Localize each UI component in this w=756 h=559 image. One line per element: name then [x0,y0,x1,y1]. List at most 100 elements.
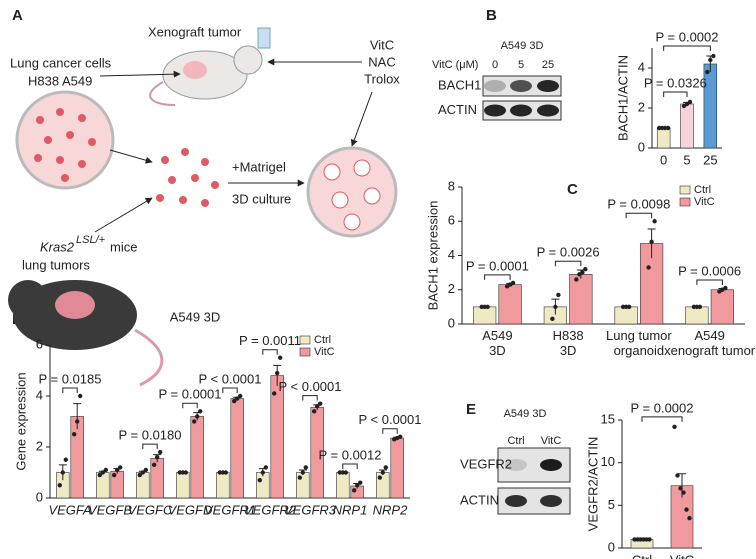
y-tick-label: 0 [36,489,43,504]
tail [149,81,176,106]
x-tick-label: A549 3D [482,328,512,358]
y-tick-label: 5 [608,497,615,512]
band [505,459,527,471]
data-point [300,470,305,475]
lane-label: Ctrl [507,435,524,447]
annotation: P < 0.0001 [198,371,261,386]
y-tick-label: 4 [638,59,645,74]
bar [216,472,230,499]
band-label: BACH1 [438,77,481,92]
arrow [350,91,373,147]
data-point [556,292,561,298]
legend-swatch [679,197,691,207]
data-point [303,465,308,470]
data-point [672,424,677,430]
panel-label: B [486,7,497,24]
x-tick-label: H838 3D [553,328,584,358]
y-axis-label: BACH1 expression [425,201,440,311]
bar [176,472,190,499]
data-point [272,391,277,396]
data-point [137,472,142,478]
data-point [553,304,558,310]
band [484,80,506,92]
annotation: P = 0.0098 [607,197,670,212]
data-point [675,473,680,478]
blot-title: A549 3D [504,408,547,420]
mouse [162,50,248,100]
annotation: P = 0.0326 [644,75,707,90]
data-point [103,467,109,473]
y-tick-label: 6 [448,213,455,228]
dish [15,90,115,190]
y-axis-label: Gene expression [13,372,28,470]
diagram-label: lung tumors [22,257,90,272]
lane-label: 5 [518,59,524,71]
blot-title: A549 3D [501,40,544,52]
data-point [112,472,117,478]
diagram-label: Xenograft tumor [148,24,242,39]
data-point [63,457,68,462]
data-point [580,270,585,275]
significance-bracket [625,212,653,219]
data-point [711,53,716,59]
data-point [278,355,283,360]
tail [134,328,164,387]
x-tick-label: 0 [660,152,667,167]
diagram-label: Kras2 [40,239,75,254]
data-point [60,470,65,475]
data-point [232,398,237,404]
y-tick-label: 0 [608,539,615,554]
significance-bracket [182,402,198,409]
annotation: P = 0.0006 [678,263,741,278]
data-point [192,419,197,424]
data-point [263,465,268,470]
data-point [583,267,588,272]
bar [498,284,522,325]
lane-label: 0 [492,59,498,71]
y-tick-label: 10 [601,454,615,469]
significance-bracket [484,274,511,280]
data-point [143,467,148,473]
annotation: P = 0.0012 [318,447,381,462]
panel-label: C [567,181,578,198]
data-point [574,277,579,282]
annotation: P = 0.0180 [118,428,181,443]
tumor [183,61,207,79]
data-point [550,316,555,322]
data-point [708,57,713,63]
significance-bracket [302,395,318,401]
significance-bracket [342,463,358,469]
data-point [260,470,265,475]
data-point [115,467,120,473]
data-point [352,488,357,493]
lungs [55,291,95,319]
significance-bracket [696,279,723,286]
annotation: P = 0.0002 [630,400,693,415]
data-point [697,304,703,310]
data-point [75,419,80,424]
bar [685,306,709,325]
lane-label: 25 [542,59,554,71]
y-axis-label: BACH1/ACTIN [615,55,630,141]
bar [680,103,694,149]
band [537,80,559,92]
data-point [646,265,651,270]
band-label: VEGFR2 [460,456,512,471]
x-tick-label: NRP1 [333,502,368,517]
arrow [109,149,153,164]
x-tick-label: VEGFD [168,502,213,517]
y-axis-label: VEGFR2/ACTIN [585,437,600,532]
data-point [155,455,160,460]
bar [230,398,244,499]
y-tick-label: 8 [448,178,455,193]
data-point [198,409,203,414]
data-point [383,465,388,470]
bar [569,274,593,325]
significance-bracket [663,45,711,51]
diagram-label: 3D culture [232,191,291,206]
diagram-label: mice [110,239,137,254]
annotation: P < 0.0001 [358,412,421,427]
legend-label: VitC [314,346,335,358]
annotation: P = 0.0002 [655,29,718,44]
